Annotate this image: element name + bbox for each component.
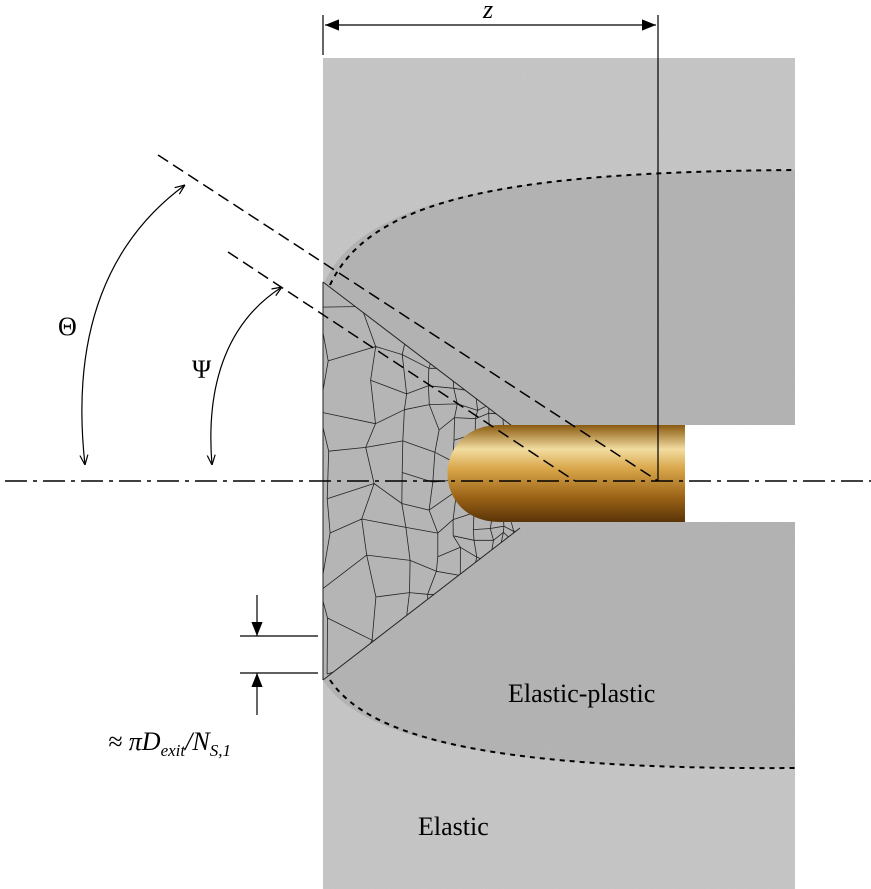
label-theta: Θ — [58, 312, 77, 341]
diagram: z Θ Ψ ≈ πDexit/NS,1 Elastic-plastic Elas… — [0, 0, 871, 889]
psi-arc — [211, 287, 282, 465]
spacing-middle: /N — [183, 727, 211, 756]
label-spacing: ≈ πDexit/NS,1 — [108, 727, 231, 760]
target-block — [312, 58, 795, 889]
projectile — [448, 425, 686, 522]
label-elastic: Elastic — [418, 812, 489, 841]
tunnel — [685, 425, 795, 522]
label-z: z — [482, 0, 493, 24]
spacing-sub: S,1 — [210, 741, 231, 760]
spacing-sub: exit — [161, 741, 187, 760]
label-psi: Ψ — [192, 355, 212, 384]
spacing-prefix: ≈ πD — [108, 727, 161, 756]
theta-arc — [82, 185, 185, 465]
label-elastic-plastic: Elastic-plastic — [508, 679, 655, 708]
cell-spacing-dimension: ≈ πDexit/NS,1 — [108, 595, 318, 760]
